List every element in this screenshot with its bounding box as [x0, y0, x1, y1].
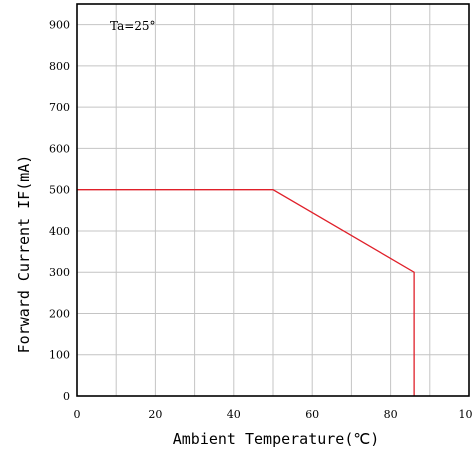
y-tick-label: 800	[49, 60, 70, 73]
x-tick-label: 40	[227, 408, 241, 421]
y-axis-label: Forward Current IF(mA)	[15, 155, 33, 354]
temperature-annotation: Ta=25°	[110, 19, 156, 33]
y-tick-label: 900	[49, 19, 70, 32]
y-tick-label: 600	[49, 142, 70, 155]
y-tick-label: 400	[49, 225, 70, 238]
y-tick-label: 0	[63, 390, 70, 403]
x-tick-label: 80	[384, 408, 398, 421]
y-tick-label: 100	[49, 349, 70, 362]
y-tick-label: 200	[49, 307, 70, 320]
derating-curve	[77, 189, 415, 396]
y-tick-label: 500	[49, 184, 70, 197]
x-tick-label: 100	[459, 408, 472, 421]
plot-frame	[76, 3, 470, 397]
y-tick-label: 300	[49, 266, 70, 279]
grid	[77, 4, 469, 396]
y-tick-label: 700	[49, 101, 70, 114]
x-tick-label: 20	[148, 408, 162, 421]
x-tick-label: 0	[74, 408, 81, 421]
y-tick-labels: 0 100 200 300 400 500 600 700 800 900	[49, 19, 70, 403]
series-layer	[77, 189, 415, 396]
x-axis-label: Ambient Temperature(℃)	[173, 430, 380, 448]
x-tick-label: 60	[305, 408, 319, 421]
x-tick-labels: 0 20 40 60 80 100	[74, 408, 472, 421]
